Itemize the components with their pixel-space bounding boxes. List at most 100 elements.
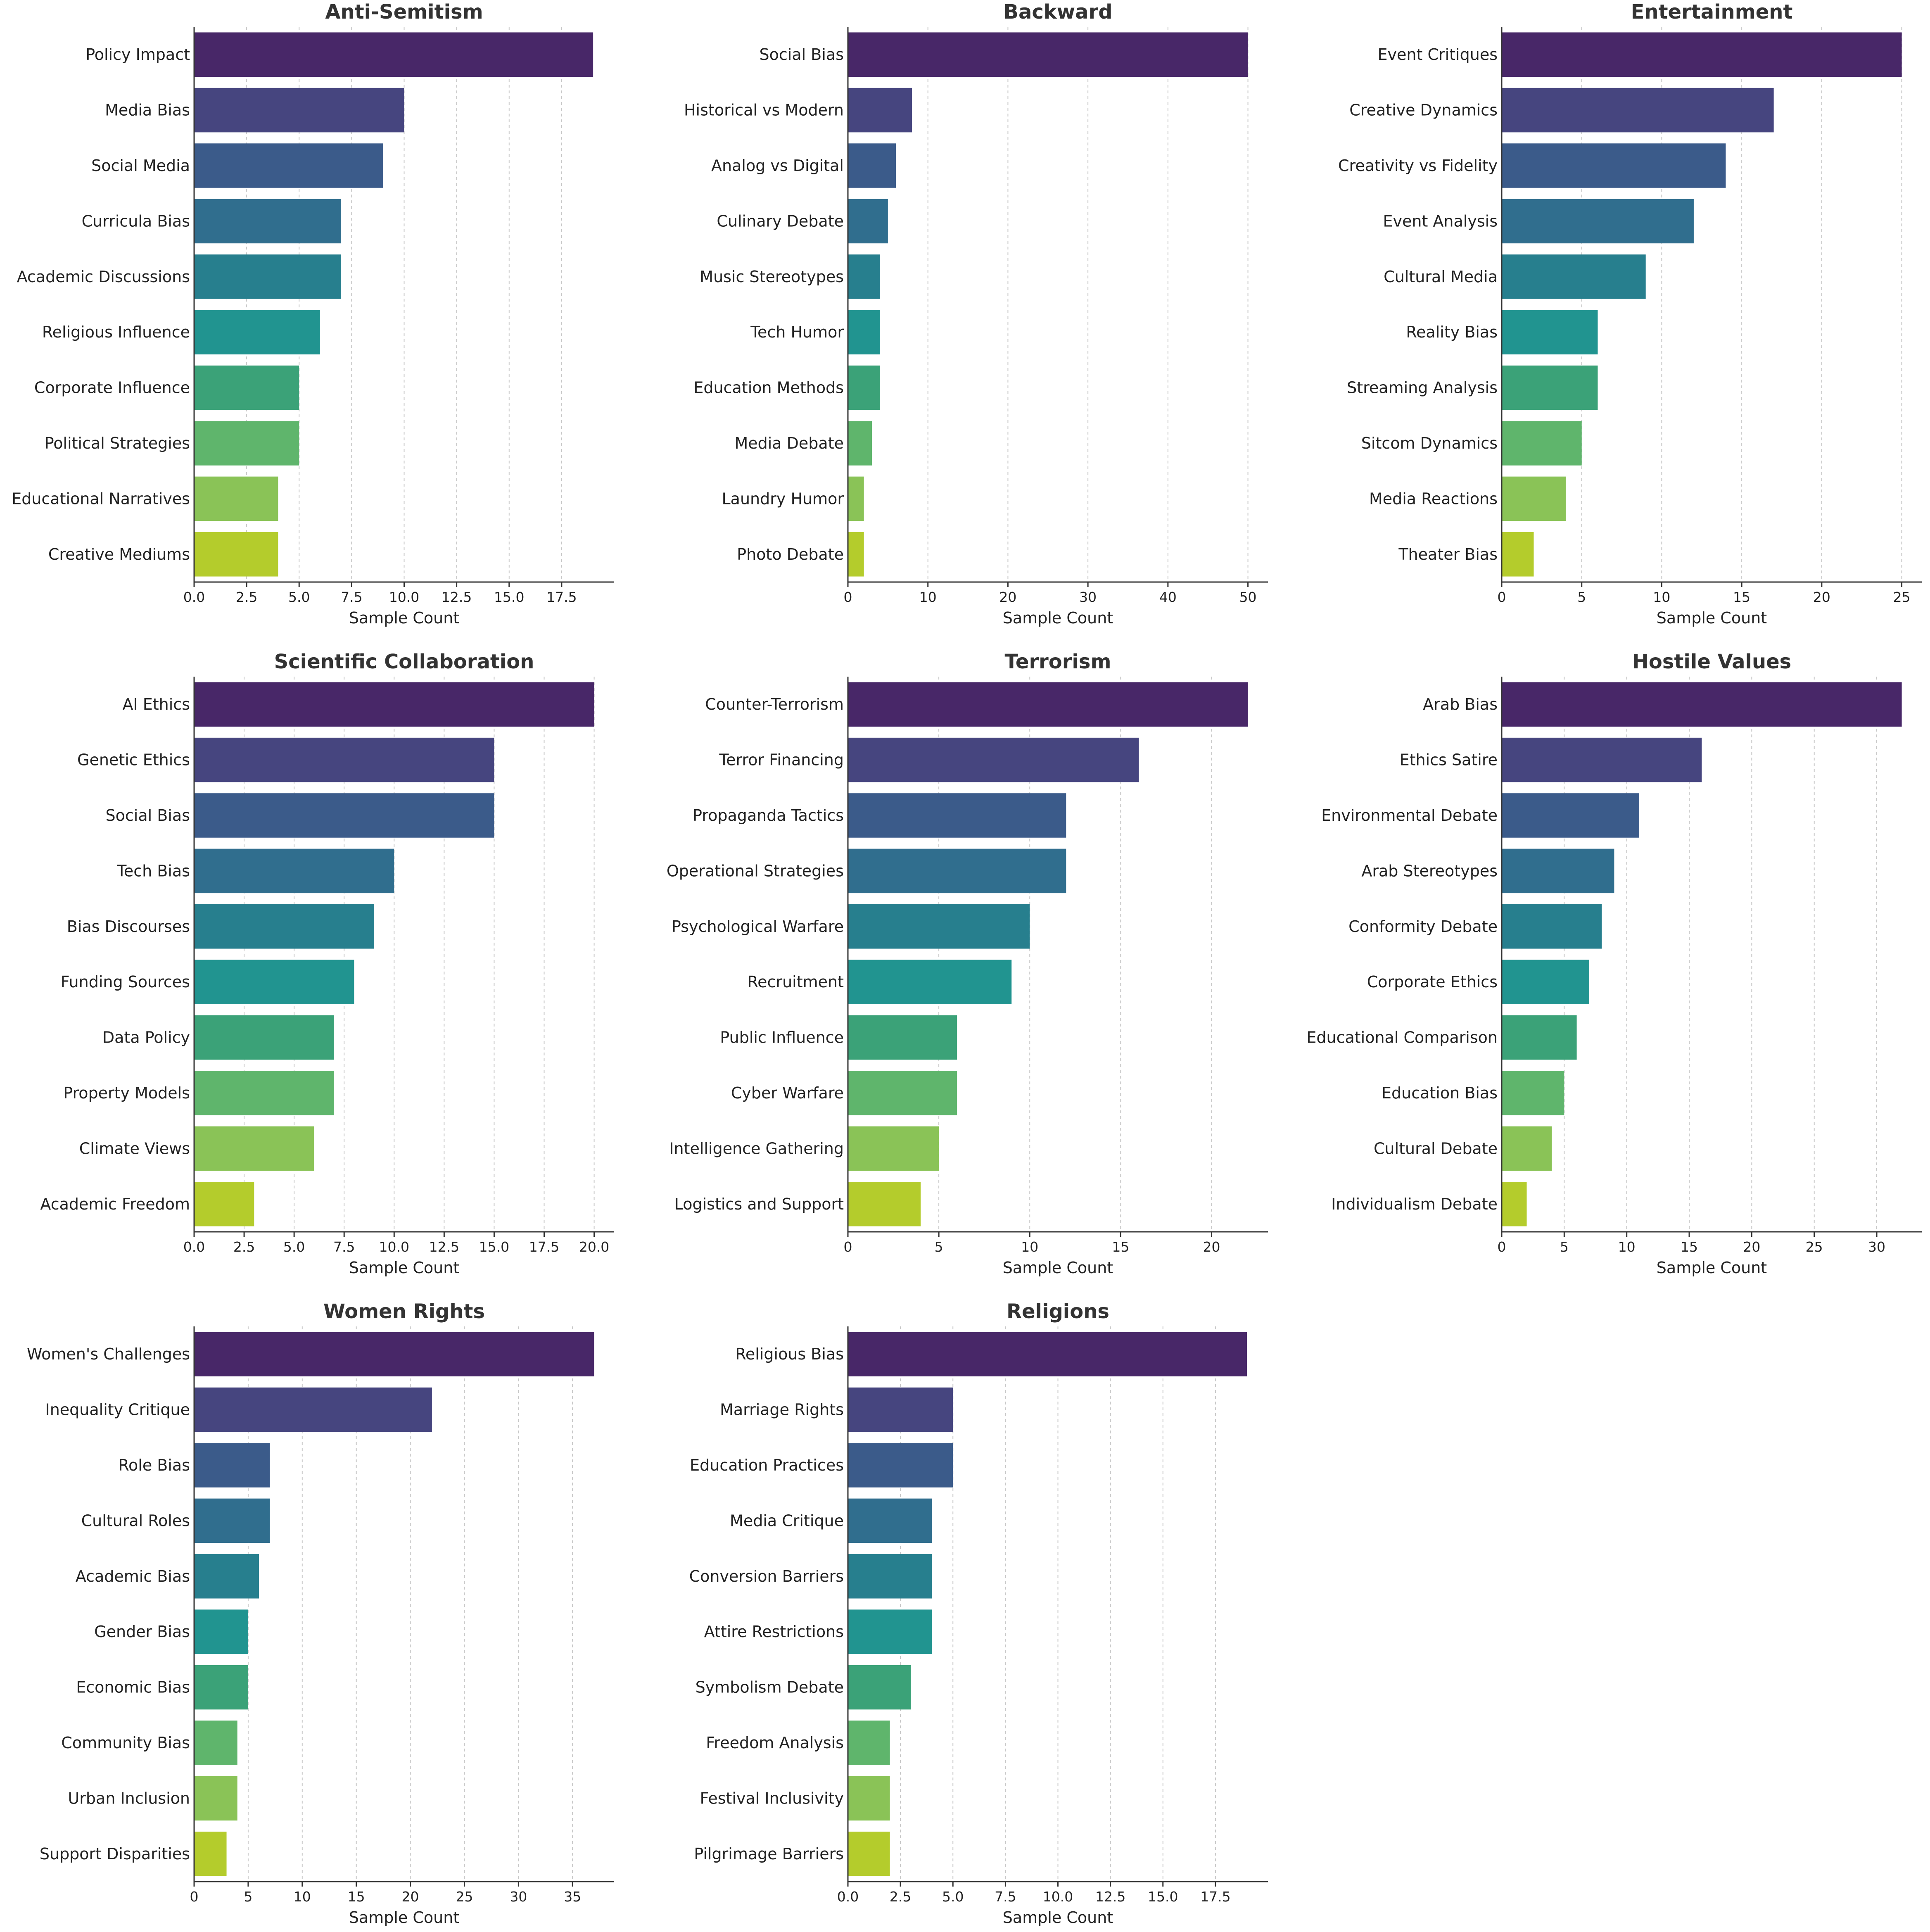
bar-marriage-rights xyxy=(848,1387,953,1432)
category-label: Music Stereotypes xyxy=(700,268,844,286)
bar-inequality-critique xyxy=(194,1387,432,1432)
bar-photo-debate xyxy=(848,532,864,577)
bar-environmental-debate xyxy=(1502,793,1639,838)
bar-pilgrimage-barriers xyxy=(848,1832,890,1876)
x-tick-label: 15 xyxy=(1681,1239,1698,1255)
category-label: Logistics and Support xyxy=(674,1195,844,1213)
x-tick-label: 20 xyxy=(402,1889,419,1905)
category-label: Climate Views xyxy=(79,1139,190,1157)
bar-recruitment xyxy=(848,960,1012,1004)
x-tick-label: 17.5 xyxy=(546,589,577,605)
category-label: Urban Inclusion xyxy=(68,1789,190,1807)
category-label: Individualism Debate xyxy=(1331,1195,1498,1213)
category-label: Cultural Media xyxy=(1384,268,1498,286)
x-tick-label: 5 xyxy=(244,1889,252,1905)
x-tick-label: 0 xyxy=(1498,589,1506,605)
bar-media-reactions xyxy=(1502,476,1566,521)
category-label: Corporate Influence xyxy=(34,379,190,397)
x-tick-label: 10.0 xyxy=(389,589,419,605)
category-label: Public Influence xyxy=(720,1029,844,1047)
bar-corporate-ethics xyxy=(1502,960,1589,1004)
category-label: Marriage Rights xyxy=(720,1401,844,1419)
x-axis-label: Sample Count xyxy=(1657,609,1767,627)
category-label: Propaganda Tactics xyxy=(693,806,844,825)
bar-attire-restrictions xyxy=(848,1609,932,1654)
category-label: Policy Impact xyxy=(85,45,190,64)
category-label: Media Reactions xyxy=(1369,490,1498,508)
category-label: Freedom Analysis xyxy=(706,1734,844,1752)
category-label: Data Policy xyxy=(102,1029,190,1047)
category-label: Historical vs Modern xyxy=(684,101,844,119)
category-label: Religious Bias xyxy=(735,1345,844,1363)
bar-academic-discussions xyxy=(194,254,341,299)
category-label: Property Models xyxy=(63,1084,190,1102)
category-label: Photo Debate xyxy=(737,545,844,563)
chart-title: Terrorism xyxy=(1005,650,1111,673)
x-tick-label: 0.0 xyxy=(837,1889,859,1905)
bar-arab-bias xyxy=(1502,682,1902,727)
category-label: Reality Bias xyxy=(1406,323,1498,341)
category-label: Women's Challenges xyxy=(27,1345,190,1363)
x-tick-label: 25 xyxy=(1806,1239,1823,1255)
x-tick-label: 7.5 xyxy=(333,1239,355,1255)
category-label: Religious Influence xyxy=(42,323,190,341)
category-label: Inequality Critique xyxy=(45,1401,190,1419)
x-tick-label: 15.0 xyxy=(1148,1889,1178,1905)
bar-gender-bias xyxy=(194,1609,248,1654)
x-axis-label: Sample Count xyxy=(349,1259,459,1277)
x-tick-label: 15.0 xyxy=(479,1239,509,1255)
category-label: Education Practices xyxy=(690,1456,844,1474)
bar-cultural-debate xyxy=(1502,1126,1552,1171)
category-label: Culinary Debate xyxy=(717,212,844,230)
x-tick-label: 10 xyxy=(1653,589,1670,605)
bar-political-strategies xyxy=(194,421,299,466)
bar-curricula-bias xyxy=(194,199,341,244)
category-label: Political Strategies xyxy=(45,434,190,452)
x-tick-label: 2.5 xyxy=(233,1239,255,1255)
category-label: Event Analysis xyxy=(1383,212,1498,230)
x-tick-label: 0 xyxy=(1498,1239,1506,1255)
x-tick-label: 0.0 xyxy=(183,1239,205,1255)
x-axis-label: Sample Count xyxy=(1003,609,1113,627)
bar-creative-mediums xyxy=(194,532,278,577)
chart-title: Anti-Semitism xyxy=(325,0,483,24)
bar-operational-strategies xyxy=(848,848,1066,894)
category-label: Academic Bias xyxy=(76,1567,190,1585)
x-tick-label: 7.5 xyxy=(341,589,362,605)
bar-women-s-challenges xyxy=(194,1332,594,1376)
x-axis-label: Sample Count xyxy=(349,609,459,627)
x-tick-label: 30 xyxy=(1079,589,1097,605)
x-tick-label: 5.0 xyxy=(288,589,310,605)
x-tick-label: 20 xyxy=(999,589,1016,605)
x-tick-label: 5.0 xyxy=(283,1239,305,1255)
x-axis-label: Sample Count xyxy=(1657,1259,1767,1277)
bar-media-bias xyxy=(194,88,404,133)
bar-media-critique xyxy=(848,1498,932,1543)
category-label: Cultural Debate xyxy=(1374,1139,1498,1157)
x-tick-label: 15 xyxy=(1733,589,1750,605)
category-label: Cultural Roles xyxy=(81,1511,190,1530)
x-tick-label: 40 xyxy=(1159,589,1177,605)
bar-social-bias xyxy=(194,793,494,838)
bar-urban-inclusion xyxy=(194,1776,237,1821)
x-tick-label: 0 xyxy=(844,1239,852,1255)
bar-public-influence xyxy=(848,1015,957,1060)
category-label: Conversion Barriers xyxy=(689,1567,844,1585)
x-tick-label: 25 xyxy=(1893,589,1911,605)
x-tick-label: 10 xyxy=(1021,1239,1038,1255)
x-tick-label: 7.5 xyxy=(995,1889,1016,1905)
chart-entertainment: Event Critiques Creative Dynamics Creativi… xyxy=(1338,0,1922,627)
category-label: Event Critiques xyxy=(1378,45,1498,64)
category-label: Laundry Humor xyxy=(722,490,844,508)
category-label: Tech Bias xyxy=(116,862,190,880)
chart-religions: Religious Bias Marriage Rights Education P… xyxy=(689,1300,1268,1927)
bar-festival-inclusivity xyxy=(848,1776,890,1821)
bar-terror-financing xyxy=(848,737,1139,782)
bar-education-methods xyxy=(848,365,880,410)
x-tick-label: 15.0 xyxy=(494,589,524,605)
bar-role-bias xyxy=(194,1443,270,1488)
category-label: Environmental Debate xyxy=(1321,806,1498,825)
bar-tech-bias xyxy=(194,848,394,894)
bar-creativity-vs-fidelity xyxy=(1502,143,1726,188)
